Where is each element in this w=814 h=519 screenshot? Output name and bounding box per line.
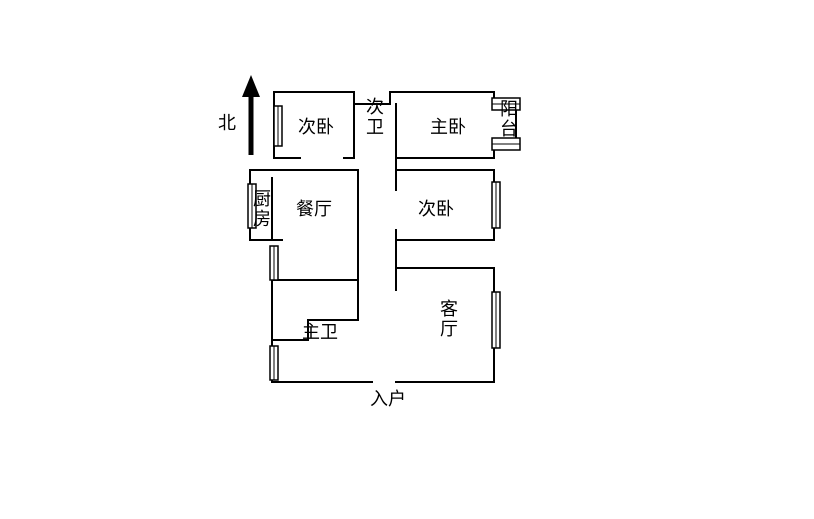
north-arrow [242,75,260,155]
label-bedroom2_e: 次卧 [418,200,454,220]
label-master_bed: 主卧 [430,118,466,138]
label-dining: 餐厅 [296,200,332,220]
label-living: 客 厅 [440,300,458,340]
compass-label: 北 [218,114,236,134]
label-kitchen: 厨 房 [253,190,271,230]
label-balcony: 阳 台 [500,100,518,140]
label-bedroom2_nw: 次卧 [298,118,334,138]
floor-plan-svg [0,0,814,519]
label-bath1: 主卫 [302,323,338,343]
label-entry: 入户 [370,390,406,410]
label-bath2: 次 卫 [366,98,384,138]
